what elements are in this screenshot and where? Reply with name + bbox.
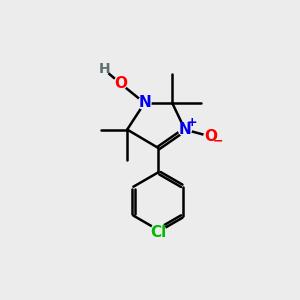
Text: Cl: Cl: [150, 225, 167, 240]
Circle shape: [204, 130, 217, 143]
Circle shape: [178, 123, 191, 136]
Text: O: O: [204, 129, 217, 144]
Text: +: +: [187, 116, 198, 129]
Text: O: O: [114, 76, 127, 91]
Circle shape: [114, 77, 127, 90]
Text: −: −: [212, 135, 223, 148]
Circle shape: [99, 64, 109, 75]
Text: N: N: [178, 122, 191, 137]
Text: H: H: [98, 62, 110, 76]
Circle shape: [152, 223, 165, 237]
Circle shape: [138, 97, 151, 110]
Text: N: N: [138, 95, 151, 110]
